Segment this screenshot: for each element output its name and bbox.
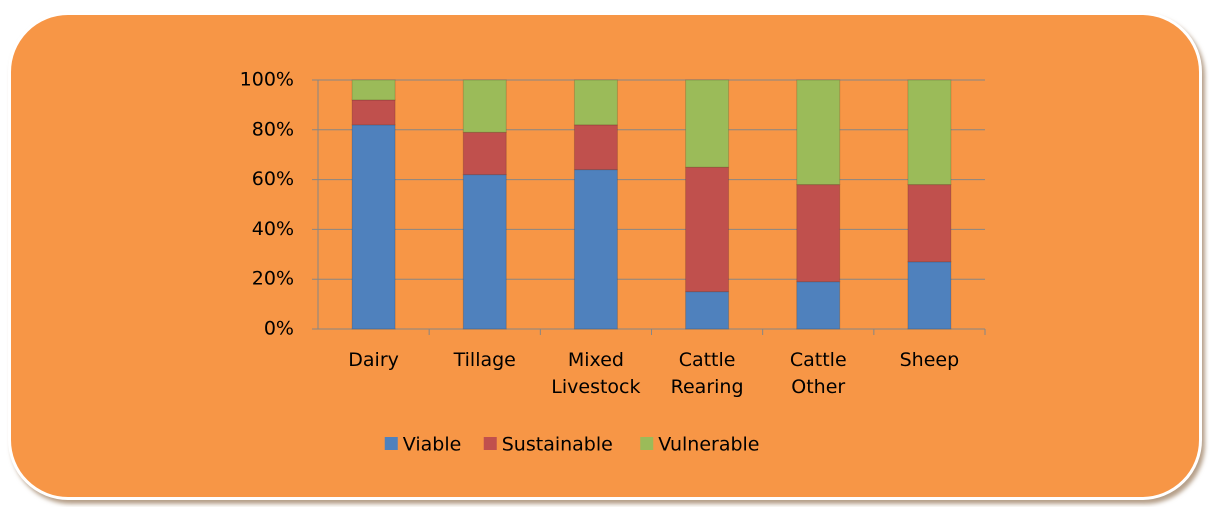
bar-segment: [462, 131, 507, 176]
bar-segment: [462, 174, 507, 330]
bar-segment: [685, 79, 730, 168]
y-tick-label: 0%: [264, 318, 294, 340]
x-tick-label: Cattle Rearing: [670, 349, 744, 398]
bar-segment: [351, 79, 396, 101]
x-tick-label: Mixed Livestock: [551, 349, 641, 398]
bar-segment: [685, 166, 730, 293]
legend-label: Viable: [403, 434, 462, 456]
legend-label: Vulnerable: [658, 434, 759, 456]
bar-segment: [573, 79, 618, 126]
bar-segment: [351, 99, 396, 126]
bar-segment: [573, 169, 618, 330]
bar-segment: [796, 79, 841, 186]
bar-segment: [796, 281, 841, 330]
bar-segment: [907, 261, 952, 330]
bar-segment: [351, 124, 396, 330]
x-tick-label: Cattle Other: [789, 349, 847, 398]
bar-segment: [796, 184, 841, 283]
x-tick-label: Sheep: [899, 349, 960, 371]
x-tick-label: Dairy: [348, 349, 399, 371]
x-tick-label: Tillage: [453, 349, 516, 371]
bar-segment: [462, 79, 507, 133]
y-tick-label: 40%: [252, 218, 294, 240]
y-tick-label: 60%: [252, 168, 294, 190]
bar-segment: [907, 184, 952, 263]
y-tick-label: 20%: [252, 268, 294, 290]
legend-swatch: [483, 437, 497, 450]
bar-segment: [573, 124, 618, 171]
y-tick-label: 80%: [252, 118, 294, 140]
legend-swatch: [384, 437, 398, 450]
bar-segment: [907, 79, 952, 186]
bar-segment: [685, 291, 730, 330]
y-tick-label: 100%: [240, 69, 294, 91]
legend-label: Sustainable: [502, 434, 613, 456]
legend-swatch: [640, 437, 654, 450]
